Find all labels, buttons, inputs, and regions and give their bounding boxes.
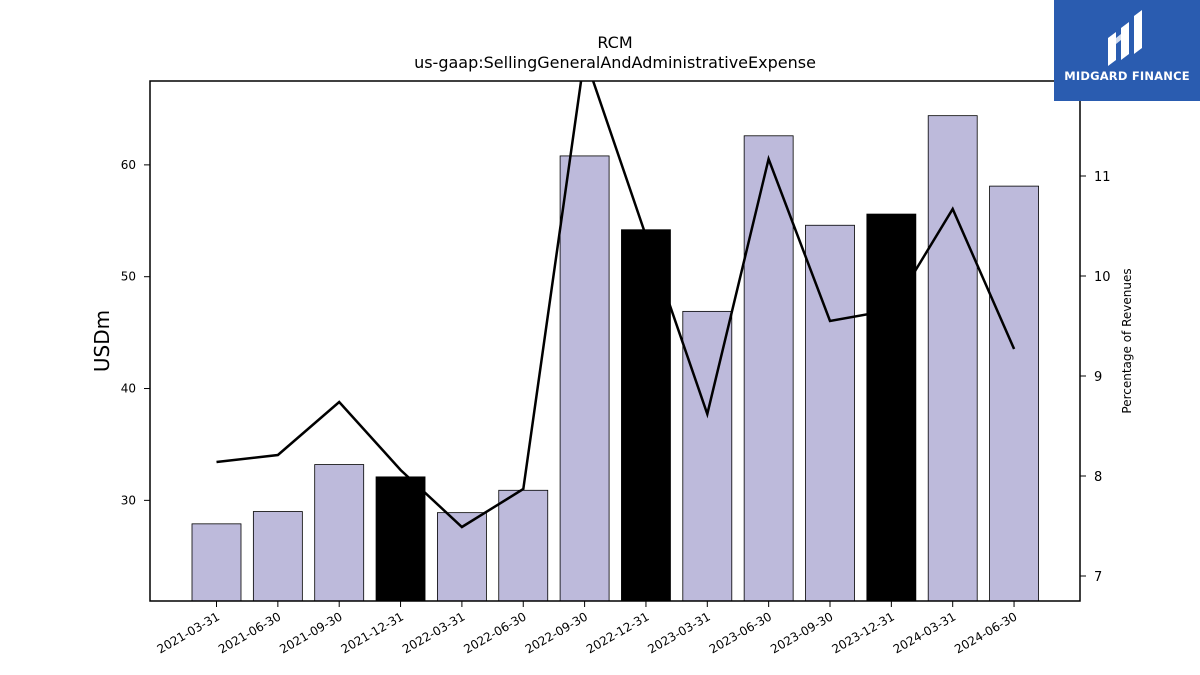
line-series bbox=[216, 81, 1016, 529]
logo-mark-icon bbox=[1108, 10, 1142, 66]
y2-axis-label: Percentage of Revenues bbox=[1120, 268, 1134, 413]
bar-2021-06-30 bbox=[252, 511, 303, 602]
midgard-finance-logo: MIDGARD FINANCE bbox=[1054, 0, 1200, 101]
x-tick-label: 2021-09-30 bbox=[277, 609, 344, 656]
y-axis-left: 30 40 50 60 bbox=[121, 158, 150, 507]
x-tick-label: 2022-06-30 bbox=[461, 609, 528, 656]
y2-tick-label: 7 bbox=[1094, 570, 1102, 585]
x-tick-label: 2024-03-31 bbox=[891, 609, 958, 656]
bar-2021-09-30 bbox=[314, 464, 365, 602]
bar-2022-09-30 bbox=[559, 155, 610, 602]
bar-2021-12-31 bbox=[375, 476, 426, 602]
y2-tick-label: 10 bbox=[1094, 270, 1111, 285]
x-tick-label: 2021-12-31 bbox=[339, 609, 406, 656]
x-tick-label: 2023-09-30 bbox=[768, 609, 835, 656]
bar-series bbox=[191, 115, 1039, 602]
y-tick-label: 30 bbox=[121, 493, 136, 507]
y-axis-right: 7 8 9 10 11 bbox=[1080, 170, 1111, 585]
logo-text: MIDGARD FINANCE bbox=[1064, 69, 1190, 83]
bar-2024-03-31 bbox=[927, 115, 978, 602]
bar-2024-06-30 bbox=[989, 185, 1039, 602]
x-tick-label: 2022-12-31 bbox=[584, 609, 651, 656]
bar-2023-12-31 bbox=[866, 213, 917, 602]
bar-2023-03-31 bbox=[682, 310, 733, 602]
x-tick-label: 2023-12-31 bbox=[829, 609, 896, 656]
x-tick-label: 2022-03-31 bbox=[400, 609, 467, 656]
x-tick-label: 2023-06-30 bbox=[707, 609, 774, 656]
y-tick-label: 40 bbox=[121, 382, 136, 396]
bar-2023-09-30 bbox=[805, 224, 855, 602]
bar-2023-06-30 bbox=[743, 135, 794, 602]
y2-tick-label: 11 bbox=[1094, 170, 1111, 185]
y-tick-label: 60 bbox=[121, 158, 136, 172]
x-tick-label: 2021-06-30 bbox=[216, 609, 283, 656]
y-axis-label: USDm bbox=[90, 310, 114, 372]
bar-2021-03-31 bbox=[191, 523, 242, 602]
chart-title: RCM bbox=[597, 33, 632, 52]
x-tick-label: 2022-09-30 bbox=[523, 609, 590, 656]
x-axis: 2021-03-312021-06-302021-09-302021-12-31… bbox=[155, 601, 1020, 656]
x-tick-label: 2024-06-30 bbox=[952, 609, 1019, 656]
plot-frame bbox=[149, 80, 1081, 602]
y2-tick-label: 8 bbox=[1094, 470, 1102, 485]
bar-2022-12-31 bbox=[621, 229, 671, 602]
x-tick-label: 2021-03-31 bbox=[155, 609, 222, 656]
chart-subtitle: us-gaap:SellingGeneralAndAdministrativeE… bbox=[414, 53, 816, 72]
y-tick-label: 50 bbox=[121, 270, 136, 284]
x-tick-label: 2023-03-31 bbox=[645, 609, 712, 656]
y2-tick-label: 9 bbox=[1094, 370, 1102, 385]
percentage-line bbox=[216, 81, 1016, 529]
bar-2022-06-30 bbox=[498, 489, 549, 602]
